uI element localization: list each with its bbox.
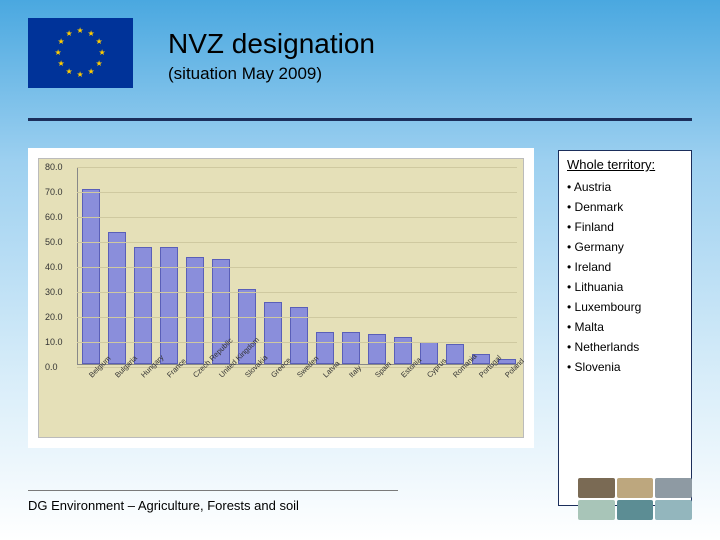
eu-star: ★ [77,27,85,35]
chart-x-label: United Kingdom [217,373,223,379]
eu-star: ★ [96,60,104,68]
chart-bar [134,247,152,365]
eu-star: ★ [88,30,96,38]
side-panel-item: • Slovenia [567,360,683,374]
eu-star: ★ [57,60,65,68]
chart-y-label: 60.0 [45,212,63,222]
chart-bar [342,332,360,365]
chart-y-label: 20.0 [45,312,63,322]
chart-bar [264,302,282,365]
footer-text: DG Environment – Agriculture, Forests an… [28,498,299,513]
chart-x-label: Spain [373,373,379,379]
side-panel-item: • Finland [567,220,683,234]
eu-star: ★ [55,49,63,57]
chart-x-label: Portugal [477,373,483,379]
side-panel-item: • Austria [567,180,683,194]
chart-bar [160,247,178,365]
side-panel-item: • Malta [567,320,683,334]
logo-tile [578,478,615,498]
chart-x-label: Poland [503,373,509,379]
footer-logo [578,478,692,520]
chart-y-label: 40.0 [45,262,63,272]
chart-y-label: 10.0 [45,337,63,347]
chart-gridline [77,242,517,243]
eu-star: ★ [66,68,74,76]
side-panel: Whole territory: • Austria • Denmark • Fin… [558,150,692,506]
chart-bar [368,334,386,364]
chart-y-label: 30.0 [45,287,63,297]
divider-top [28,118,692,121]
logo-tile [655,500,692,520]
chart-x-label: France [165,373,171,379]
chart-x-label: Cyprus [425,373,431,379]
chart-y-label: 80.0 [45,162,63,172]
logo-tile [617,500,654,520]
eu-star: ★ [88,68,96,76]
side-panel-item: • Germany [567,240,683,254]
chart-gridline [77,217,517,218]
chart-x-label: Slovakia [243,373,249,379]
chart-y-label: 50.0 [45,237,63,247]
chart-gridline [77,317,517,318]
eu-star: ★ [96,38,104,46]
chart-x-label: Belgium [87,373,93,379]
chart-gridline [77,292,517,293]
side-panel-item: • Luxembourg [567,300,683,314]
chart-x-label: Latvia [321,373,327,379]
side-panel-heading: Whole territory: [567,157,683,172]
side-panel-item: • Lithuania [567,280,683,294]
chart-x-label: Italy [347,373,353,379]
divider-footer [28,490,398,491]
page-subtitle: (situation May 2009) [168,64,375,84]
chart-y-label: 70.0 [45,187,63,197]
chart-x-label: Romania [451,373,457,379]
chart-x-label: Estonia [399,373,405,379]
chart-bar [186,257,204,365]
logo-tile [578,500,615,520]
chart-bar [108,232,126,365]
eu-star: ★ [57,38,65,46]
eu-star: ★ [77,71,85,79]
bar-chart: 0.0 10.0 20.0 30.0 40.0 50.0 60.0 70.0 80.0 Belgi… [28,148,534,448]
logo-tile [655,478,692,498]
side-panel-item: • Denmark [567,200,683,214]
side-panel-item: • Netherlands [567,340,683,354]
chart-bar [290,307,308,365]
chart-bar [394,337,412,365]
chart-gridline [77,267,517,268]
logo-tile [617,478,654,498]
side-panel-item: • Ireland [567,260,683,274]
chart-x-label: Czech Republic [191,373,197,379]
chart-gridline [77,167,517,168]
page-title: NVZ designation [168,28,375,60]
eu-flag: ★★★★★★★★★★★★ [28,18,133,88]
eu-star: ★ [66,30,74,38]
title-block: NVZ designation (situation May 2009) [168,28,375,84]
chart-gridline [77,192,517,193]
chart-y-label: 0.0 [45,362,58,372]
chart-x-label: Greece [269,373,275,379]
eu-star: ★ [99,49,107,57]
chart-gridline [77,342,517,343]
chart-x-label: Bulgaria [113,373,119,379]
chart-x-label: Hungary [139,373,145,379]
chart-bar [82,189,100,364]
chart-x-label: Sweden [295,373,301,379]
